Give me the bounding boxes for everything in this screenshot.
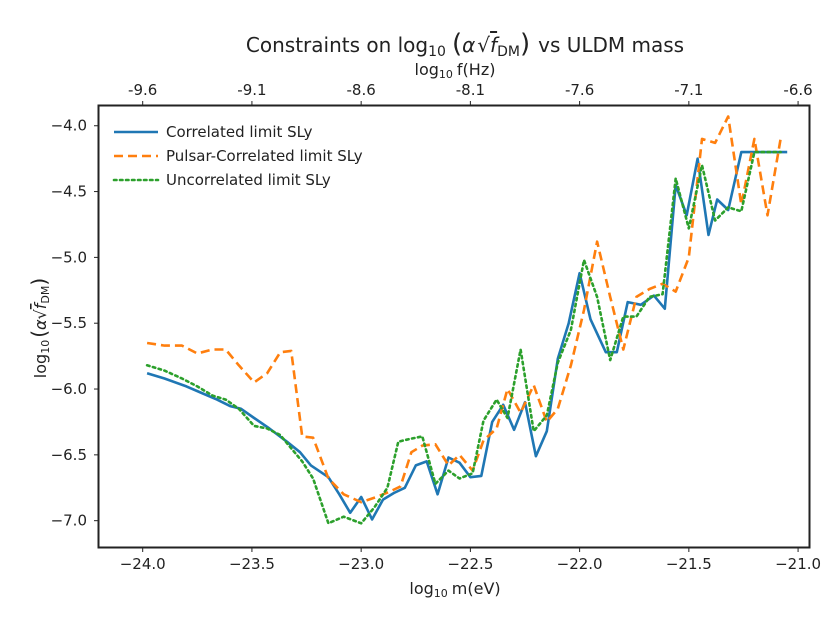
x-axis-title: log10 m(eV) [409,579,500,600]
top-axis-title: log10 f(Hz) [415,60,496,81]
legend-label-0: Correlated limit SLy [166,123,313,141]
y-tick-label: −6.0 [51,380,87,398]
top-tick-label: -9.6 [128,81,157,99]
series-line-2 [145,150,782,525]
y-tick-label: −5.5 [51,314,87,332]
x-tick-label: −24.0 [120,555,166,573]
top-tick-label: -7.6 [565,81,594,99]
y-tick-label: −4.0 [51,117,87,135]
series-line-0 [146,150,788,521]
y-tick-label: −7.0 [51,512,87,530]
legend: Correlated limit SLy Pulsar-Correlated li… [112,123,363,189]
x-tick-label: −23.5 [229,555,275,573]
y-tick-label: −4.5 [51,183,87,201]
x-tick-label: −22.0 [557,555,603,573]
top-tick-label: -7.1 [674,81,703,99]
x-tick-label: −23.0 [338,555,384,573]
legend-label-2: Uncorrelated limit SLy [166,171,331,189]
y-tick-label: −6.5 [51,446,87,464]
top-tick-label: -9.1 [237,81,266,99]
top-tick-label: -8.6 [347,81,376,99]
top-tick-label: -8.1 [456,81,485,99]
y-axis-title: log10(α√fDM) [27,278,52,378]
x-tick-label: −21.5 [666,555,712,573]
y-tick-label: −5.0 [51,248,87,266]
ticks-layer: −24.0 −23.5 −23.0 −22.5 −22.0 −21.5 −21.0 -9.6 -… [51,81,821,573]
top-tick-label: -6.6 [783,81,812,99]
plot-frame [97,104,811,549]
chart-title: Constraints on log10 (α √fDM) vs ULDM mass [246,29,684,60]
legend-label-1: Pulsar-Correlated limit SLy [166,147,363,165]
x-tick-label: −21.0 [775,555,821,573]
x-tick-label: −22.5 [447,555,493,573]
series-layer [145,115,788,525]
